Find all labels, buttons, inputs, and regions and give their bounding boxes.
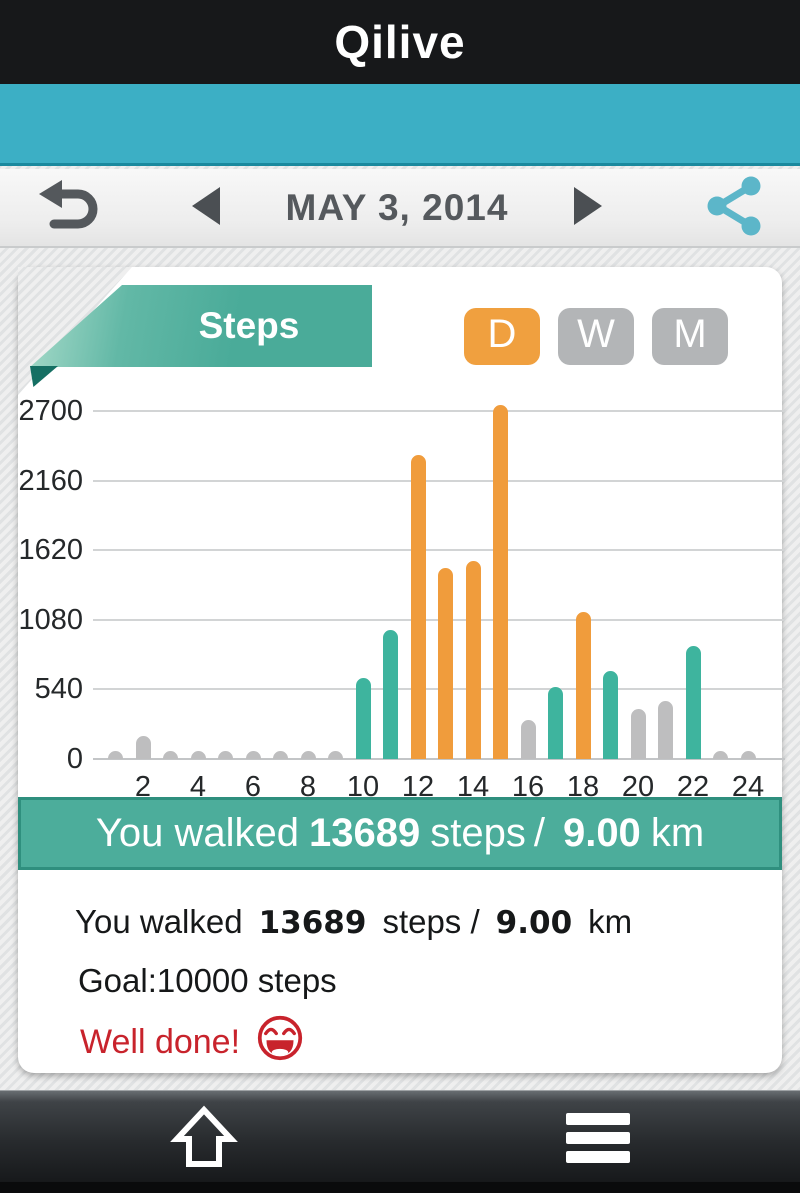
date-title: MAY 3, 2014 (285, 186, 509, 228)
bar-hour-24 (740, 751, 756, 759)
y-tick-label-0: 0 (66, 743, 83, 775)
detail-steps-value: 13689 (258, 905, 367, 941)
period-toggle: D W M (464, 308, 728, 365)
bar-hour-9 (328, 750, 343, 759)
ribbon-label: Steps (198, 305, 300, 346)
x-tick-label-2: 2 (134, 771, 152, 803)
bar-hour-14 (465, 560, 481, 759)
bar-hour-18 (575, 612, 591, 759)
bar-hour-17 (548, 686, 563, 759)
right-triangle-icon (574, 187, 602, 228)
detail-mid: steps / (382, 903, 480, 940)
bar-hour-4 (190, 750, 206, 759)
well-done-line: Well done! (80, 1014, 304, 1071)
date-nav-bar: MAY 3, 2014 (0, 169, 800, 248)
next-day-button[interactable] (568, 186, 608, 230)
share-button[interactable] (704, 175, 766, 240)
detail-distance-value: 9.00 (495, 905, 573, 941)
y-tick-label-1620: 1620 (18, 534, 83, 567)
summary-prefix: You walked (95, 811, 299, 855)
bar-hour-22 (685, 645, 701, 759)
undo-arrow-icon (36, 174, 100, 241)
bar-hour-19 (603, 671, 618, 759)
bar-hour-20 (630, 709, 646, 759)
steps-bar-chart: 0 540 1080 1620 2160 2700 2 4 6 8 10 12 14 16 18 20 22 24 (18, 395, 785, 803)
bar-hour-21 (658, 701, 673, 759)
hamburger-menu-icon (566, 1113, 630, 1125)
summary-steps-value: 13689 (308, 811, 421, 855)
summary-banner: You walked 13689 steps/ 9.00 km (18, 797, 782, 870)
bar-hour-5 (218, 750, 233, 759)
well-done-text: Well done! (80, 1023, 241, 1061)
menu-button[interactable] (566, 1113, 630, 1163)
period-week-button[interactable]: W (558, 308, 634, 365)
y-tick-label-1080: 1080 (18, 603, 83, 636)
home-icon (170, 1105, 238, 1174)
app-header: Qilive (0, 0, 800, 84)
period-day-button[interactable]: D (464, 308, 540, 365)
summary-steps-word: steps (430, 811, 526, 855)
steps-card (18, 267, 782, 1073)
gridline-2700 (93, 410, 785, 412)
goal-line: Goal:10000 steps (78, 962, 337, 999)
period-month-button[interactable]: M (652, 308, 728, 365)
bar-hour-8 (300, 750, 316, 759)
detail-line: You walked 13689 steps / 9.00 km (75, 903, 632, 941)
home-button[interactable] (170, 1103, 238, 1171)
y-tick-label-540: 540 (34, 673, 83, 706)
bar-hour-10 (355, 677, 371, 759)
gridline-1620 (93, 549, 785, 552)
bar-hour-12 (410, 454, 426, 759)
y-tick-label-2700: 2700 (18, 395, 83, 427)
left-triangle-icon (192, 187, 220, 228)
bar-hour-6 (245, 750, 261, 759)
gridline-0 (93, 758, 785, 760)
bar-hour-2 (135, 735, 151, 759)
back-button[interactable] (36, 176, 100, 240)
bar-hour-1 (108, 750, 123, 759)
bar-hour-23 (713, 751, 728, 759)
laughing-face-icon (256, 1014, 304, 1071)
qilive-logo: Qilive (334, 16, 466, 68)
detail-prefix: You walked (75, 903, 243, 940)
share-icon (704, 175, 766, 240)
gridline-2160 (93, 479, 785, 482)
x-tick-label-4: 4 (189, 771, 207, 803)
bar-hour-7 (273, 750, 288, 759)
x-tick-label-6: 6 (244, 771, 262, 803)
bottom-nav-bar (0, 1090, 800, 1182)
bar-hour-15 (493, 404, 508, 759)
teal-band (0, 84, 800, 166)
steps-ribbon: Steps (30, 285, 372, 367)
bar-hour-13 (438, 568, 453, 759)
bar-hour-11 (383, 630, 398, 759)
bar-hour-16 (520, 720, 536, 759)
prev-day-button[interactable] (186, 186, 226, 230)
bottom-black-strip (0, 1182, 800, 1193)
y-tick-label-2160: 2160 (18, 464, 83, 497)
summary-slash: / (533, 811, 545, 855)
bar-hour-3 (163, 750, 178, 759)
detail-distance-word: km (588, 903, 633, 940)
summary-distance-value: 9.00 (562, 811, 641, 855)
x-tick-label-8: 8 (299, 771, 317, 803)
summary-distance-word: km (650, 811, 705, 855)
